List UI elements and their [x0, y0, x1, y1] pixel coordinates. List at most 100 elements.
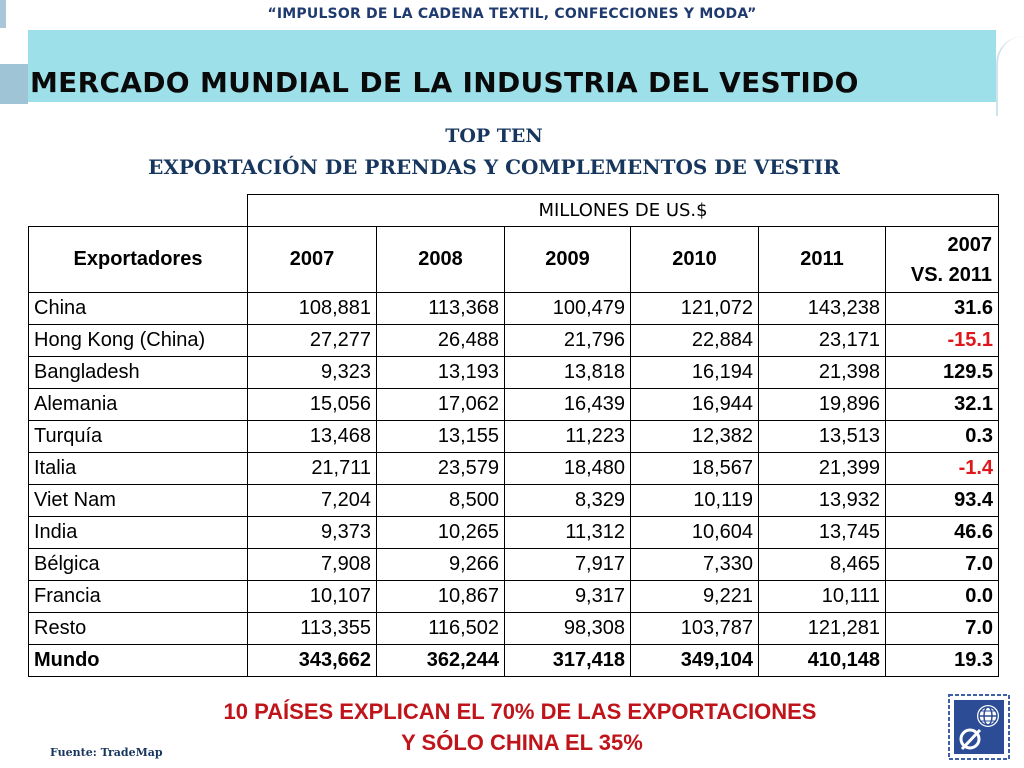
- value-cell-2010: 22,884: [630, 324, 759, 357]
- value-cell-2008: 10,867: [376, 580, 505, 613]
- value-cell-2007: 13,468: [247, 420, 377, 453]
- value-cell-2009: 18,480: [504, 452, 631, 485]
- value-cell-2007: 21,711: [247, 452, 377, 485]
- value-cell-2011: 23,171: [758, 324, 886, 357]
- country-cell: India: [28, 516, 248, 549]
- value-cell-2011: 21,398: [758, 356, 886, 389]
- value-cell-2009: 9,317: [504, 580, 631, 613]
- value-cell-2007: 7,908: [247, 548, 377, 581]
- change-cell: 93.4: [884, 484, 1000, 517]
- value-cell-2011: 143,238: [758, 292, 886, 325]
- value-cell-2007: 113,355: [247, 612, 377, 645]
- table-row: India 9,373 10,265 11,312 10,604 13,745 46.6: [28, 516, 1000, 549]
- change-cell: 46.6: [884, 516, 1000, 549]
- table-row: Viet Nam 7,204 8,500 8,329 10,119 13,932 93.4: [28, 484, 1000, 517]
- page-title: MERCADO MUNDIAL DE LA INDUSTRIA DEL VEST…: [30, 66, 859, 99]
- country-cell: Bélgica: [28, 548, 248, 581]
- value-cell-2009: 8,329: [504, 484, 631, 517]
- value-cell-2011: 13,932: [758, 484, 886, 517]
- change-cell: 0.0: [884, 580, 1000, 613]
- exports-table: MILLONES DE US.$ Exportadores 2007 2008 …: [28, 194, 1000, 677]
- country-cell: Hong Kong (China): [28, 324, 248, 357]
- value-cell-2008: 362,244: [376, 644, 505, 677]
- header-comparison-line2: VS. 2011: [910, 263, 993, 286]
- value-cell-2009: 21,796: [504, 324, 631, 357]
- change-cell: -1.4: [884, 452, 1000, 485]
- units-label: MILLONES DE US.$: [246, 194, 1000, 227]
- decorative-strip: [0, 0, 6, 28]
- table-row: Alemania 15,056 17,062 16,439 16,944 19,896 32…: [28, 388, 1000, 421]
- value-cell-2010: 9,221: [630, 580, 759, 613]
- value-cell-2008: 10,265: [376, 516, 505, 549]
- table-row: Resto 113,355 116,502 98,308 103,787 121,281 7…: [28, 612, 1000, 645]
- value-cell-2010: 121,072: [630, 292, 759, 325]
- value-cell-2007: 343,662: [247, 644, 377, 677]
- value-cell-2010: 12,382: [630, 420, 759, 453]
- country-cell: Alemania: [28, 388, 248, 421]
- value-cell-2011: 13,513: [758, 420, 886, 453]
- value-cell-2011: 10,111: [758, 580, 886, 613]
- value-cell-2008: 116,502: [376, 612, 505, 645]
- source-note: Fuente: TradeMap: [50, 746, 163, 759]
- value-cell-2010: 16,944: [630, 388, 759, 421]
- country-cell: Turquía: [28, 420, 248, 453]
- value-cell-2008: 113,368: [376, 292, 505, 325]
- value-cell-2009: 11,312: [504, 516, 631, 549]
- header-2007: 2007: [247, 226, 377, 293]
- country-cell: Resto: [28, 612, 248, 645]
- header-comparison-line1: 2007: [947, 233, 993, 256]
- subtitle-description: EXPORTACIÓN DE PRENDAS Y COMPLEMENTOS DE…: [148, 155, 840, 179]
- value-cell-2009: 13,818: [504, 356, 631, 389]
- value-cell-2011: 8,465: [758, 548, 886, 581]
- table-row: China 108,881 113,368 100,479 121,072 143,238…: [28, 292, 1000, 325]
- header-2008: 2008: [376, 226, 505, 293]
- value-cell-2008: 13,193: [376, 356, 505, 389]
- subtitle-top-ten: TOP TEN: [445, 125, 543, 147]
- value-cell-2009: 98,308: [504, 612, 631, 645]
- table-row: Francia 10,107 10,867 9,317 9,221 10,111 0.0: [28, 580, 1000, 613]
- value-cell-2007: 108,881: [247, 292, 377, 325]
- value-cell-2009: 100,479: [504, 292, 631, 325]
- change-cell: 31.6: [884, 292, 1000, 325]
- value-cell-2010: 103,787: [630, 612, 759, 645]
- value-cell-2010: 18,567: [630, 452, 759, 485]
- header-2009: 2009: [504, 226, 631, 293]
- value-cell-2007: 9,323: [247, 356, 377, 389]
- change-cell: 19.3: [884, 644, 1000, 677]
- title-band: [28, 30, 996, 102]
- header-row: Exportadores 2007 2008 2009 2010 2011 20…: [28, 226, 1000, 293]
- decorative-bar: [0, 64, 28, 104]
- value-cell-2007: 15,056: [247, 388, 377, 421]
- header-2011: 2011: [758, 226, 886, 293]
- table-row: Bangladesh 9,323 13,193 13,818 16,194 21,398 1…: [28, 356, 1000, 389]
- value-cell-2011: 410,148: [758, 644, 886, 677]
- country-cell: Bangladesh: [28, 356, 248, 389]
- change-cell: 0.3: [884, 420, 1000, 453]
- table-row: Turquía 13,468 13,155 11,223 12,382 13,513 0.3: [28, 420, 1000, 453]
- value-cell-2008: 26,488: [376, 324, 505, 357]
- country-cell: China: [28, 292, 248, 325]
- change-cell: 7.0: [884, 612, 1000, 645]
- country-cell: Italia: [28, 452, 248, 485]
- value-cell-2008: 17,062: [376, 388, 505, 421]
- value-cell-2007: 9,373: [247, 516, 377, 549]
- units-blank-cell: [28, 194, 248, 227]
- country-cell: Mundo: [28, 644, 248, 677]
- decorative-curve: [996, 36, 1024, 116]
- total-row: Mundo 343,662 362,244 317,418 349,104 410,148…: [28, 644, 1000, 677]
- value-cell-2011: 13,745: [758, 516, 886, 549]
- globe-logo-icon: [948, 694, 1010, 760]
- value-cell-2009: 11,223: [504, 420, 631, 453]
- value-cell-2008: 9,266: [376, 548, 505, 581]
- header-exporters: Exportadores: [28, 226, 248, 293]
- header-2010: 2010: [630, 226, 759, 293]
- units-row: MILLONES DE US.$: [28, 194, 1000, 227]
- table-row: Bélgica 7,908 9,266 7,917 7,330 8,465 7.0: [28, 548, 1000, 581]
- value-cell-2009: 317,418: [504, 644, 631, 677]
- conclusion-line-2: Y SÓLO CHINA EL 35%: [401, 730, 643, 755]
- table-row: Italia 21,711 23,579 18,480 18,567 21,399 -1.4: [28, 452, 1000, 485]
- conclusion-line-1: 10 PAÍSES EXPLICAN EL 70% DE LAS EXPORTA…: [223, 699, 817, 724]
- change-cell: 129.5: [884, 356, 1000, 389]
- value-cell-2011: 19,896: [758, 388, 886, 421]
- value-cell-2007: 10,107: [247, 580, 377, 613]
